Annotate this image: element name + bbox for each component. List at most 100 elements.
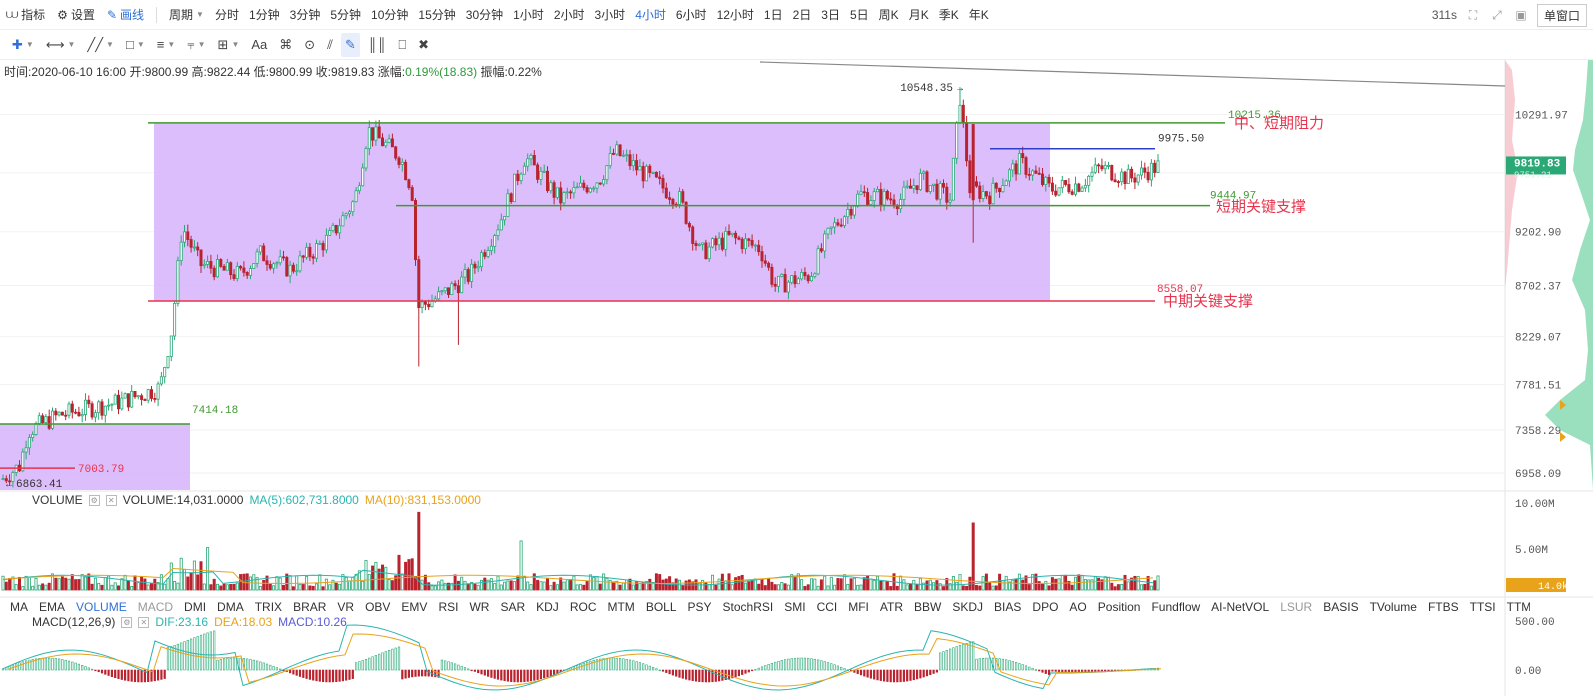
indicator-tab[interactable]: CCI (816, 600, 838, 614)
period-item[interactable]: 3日 (821, 8, 840, 22)
settings-icon[interactable]: ⚙ (88, 494, 100, 506)
period-item[interactable]: 4小时 (635, 8, 666, 22)
period-item[interactable]: 10分钟 (371, 8, 409, 22)
settings-button[interactable]: ⚙ 设置 (51, 6, 101, 23)
period-item[interactable]: 月K (908, 8, 929, 22)
volume-bar (1001, 580, 1005, 591)
brush-tool[interactable]: ✎ (340, 32, 360, 57)
measure-tool[interactable]: ⊞ ▼ (214, 33, 244, 57)
expand-icon[interactable]: ⤢ (1492, 7, 1502, 22)
indicator-tab[interactable]: AO (1069, 600, 1087, 614)
macd-bar (44, 657, 47, 671)
indicator-tab[interactable]: MTM (607, 600, 635, 614)
period-item[interactable]: 周K (878, 8, 899, 22)
text-tool[interactable]: Aa (247, 33, 271, 57)
indicator-tab[interactable]: TTMU (1506, 600, 1530, 614)
period-item[interactable]: 1分钟 (248, 8, 280, 22)
period-item[interactable]: 2日 (792, 8, 812, 22)
period-item[interactable]: 1小时 (513, 8, 544, 22)
indicator-tab[interactable]: VR (337, 600, 355, 614)
macd-bar (1011, 661, 1014, 671)
indicator-tab[interactable]: Fundflow (1151, 600, 1201, 614)
crosshair-tool[interactable]: ✚ ▼ (8, 33, 38, 57)
indicator-tab[interactable]: DPO (1032, 600, 1059, 614)
indicator-tab[interactable]: DMI (184, 600, 207, 614)
candle-body (377, 126, 381, 139)
indicator-tab[interactable]: BBW (914, 600, 942, 614)
volume-bar (24, 575, 28, 591)
period-item[interactable]: 2小时 (553, 8, 585, 22)
indicator-tab[interactable]: TRIX (254, 600, 283, 614)
candle-body (97, 401, 101, 414)
indicator-tab[interactable]: WR (469, 600, 490, 614)
macd-bar (645, 664, 648, 671)
indicator-tab[interactable]: MFI (848, 600, 869, 614)
chart-canvas[interactable]: 10291.97 9202.90 8702.37 8229.07 7781.51 7358… (0, 60, 1593, 696)
draw-button[interactable]: ✎ 画线 (101, 6, 150, 23)
indicator-tab[interactable]: EMV (401, 600, 428, 614)
indicator-tab[interactable]: Position (1097, 600, 1141, 614)
indicator-tab[interactable]: StochRSI (722, 600, 774, 614)
indicators-button[interactable]: ⩊ 指标 (0, 6, 51, 23)
indicator-tab[interactable]: BASIS (1323, 600, 1359, 614)
fib-tool[interactable]: ⫧ ▼ (183, 33, 209, 57)
indicator-tab[interactable]: BOLL (645, 600, 677, 614)
candle-body (423, 301, 427, 305)
trash-tool[interactable]: ✖ (414, 33, 433, 57)
period-item[interactable]: 3分钟 (289, 8, 321, 22)
lock-tool[interactable]: ⎕ (394, 33, 410, 57)
candles-tool[interactable]: ║║ (364, 33, 390, 57)
settings-icon[interactable]: ⚙ (121, 616, 133, 628)
indicator-tab[interactable]: MA (10, 600, 28, 614)
horizontal-ray-tool[interactable]: ⟷ ▼ (42, 33, 80, 57)
candle-body (876, 188, 880, 193)
indicator-tab[interactable]: SAR (500, 600, 526, 614)
period-item[interactable]: 年K (968, 8, 989, 22)
period-item[interactable]: 5分钟 (330, 8, 362, 22)
fullscreen-icon[interactable]: ⛶ (1468, 7, 1478, 22)
period-item[interactable]: 季K (938, 8, 959, 22)
period-item[interactable]: 分时 (214, 8, 239, 22)
magnet-tool[interactable]: ⊙ (300, 33, 319, 57)
ruler-tool[interactable]: ⫽ (323, 33, 337, 57)
indicator-tab[interactable]: VOLUME (76, 600, 127, 614)
screenshot-icon[interactable]: ▣ (1515, 8, 1527, 22)
macd-bar (939, 652, 942, 671)
period-item[interactable]: 6小时 (675, 8, 707, 22)
indicator-tab[interactable]: PSY (687, 600, 712, 614)
indicator-tab[interactable]: ATR (879, 600, 904, 614)
period-item[interactable]: 15分钟 (418, 8, 456, 22)
indicator-tab[interactable]: FTBS (1427, 600, 1459, 614)
close-icon[interactable]: ✕ (105, 494, 117, 506)
period-item[interactable]: 5日 (849, 8, 869, 22)
indicator-tab[interactable]: TVolume (1369, 600, 1417, 614)
period-item[interactable]: 3小时 (594, 8, 626, 22)
macd-bar (519, 669, 523, 683)
indicator-tab[interactable]: TTSI (1469, 600, 1496, 614)
close-icon[interactable]: ✕ (138, 616, 150, 628)
macd-bar (163, 669, 166, 679)
candle-body (47, 416, 51, 429)
indicator-tab[interactable]: DMA (217, 600, 244, 614)
window-mode-select[interactable]: 单窗口 (1536, 3, 1587, 27)
indicator-tab[interactable]: LSUR (1280, 600, 1313, 614)
rectangle-tool[interactable]: □ ▼ (122, 33, 149, 57)
indicator-tab[interactable]: MACD (137, 600, 174, 614)
indicator-tab[interactable]: OBV (365, 600, 391, 614)
indicator-tab[interactable]: SMI (784, 600, 806, 614)
indicator-tab[interactable]: ROC (569, 600, 597, 614)
indicator-tab[interactable]: AI-NetVOL (1211, 600, 1270, 614)
period-dropdown[interactable]: 周期 ▼ (163, 6, 210, 23)
indicator-tab[interactable]: BIAS (994, 600, 1022, 614)
indicator-tab[interactable]: EMA (39, 600, 66, 614)
indicator-tab[interactable]: RSI (438, 600, 459, 614)
indicator-tab[interactable]: SKDJ (952, 600, 984, 614)
indicator-tab[interactable]: BRAR (293, 600, 327, 614)
period-item[interactable]: 12小时 (716, 8, 754, 22)
period-item[interactable]: 1日 (763, 8, 783, 22)
pattern-tool[interactable]: ⌘ (275, 33, 296, 57)
indicator-tab[interactable]: KDJ (536, 600, 559, 614)
trend-line-tool[interactable]: ╱╱ ▼ (83, 33, 118, 57)
period-item[interactable]: 30分钟 (465, 8, 504, 22)
parallel-lines-tool[interactable]: ≡ ▼ (153, 33, 180, 57)
